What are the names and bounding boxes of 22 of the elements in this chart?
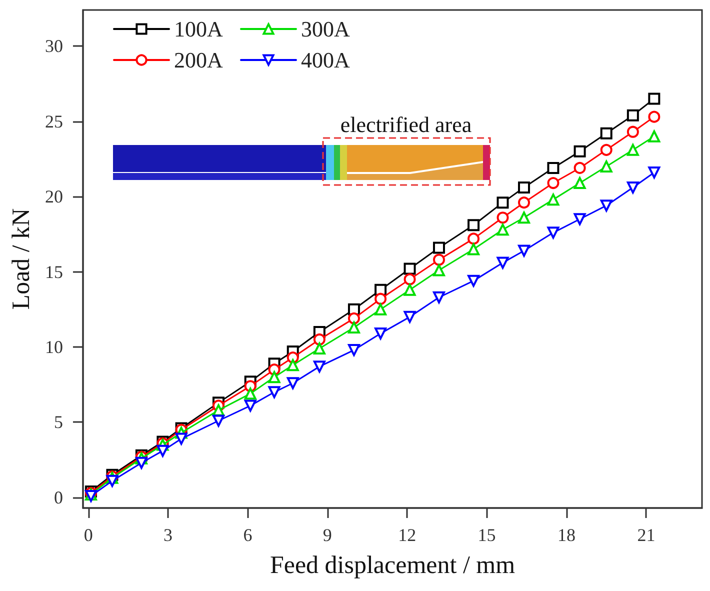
legend-label: 300A [301, 16, 350, 42]
y-tick-label: 25 [45, 111, 63, 132]
x-tick-label: 15 [478, 525, 496, 545]
y-tick-label: 30 [45, 36, 63, 56]
y-tick-label: 10 [45, 337, 63, 358]
legend-label: 400A [301, 48, 350, 72]
legend-label: 200A [174, 48, 223, 72]
y-tick-label: 20 [45, 186, 63, 207]
x-tick-label: 6 [243, 525, 252, 545]
y-axis-title: Load / kN [8, 208, 36, 310]
x-tick-label: 18 [558, 525, 576, 545]
y-tick-label: 5 [54, 412, 63, 432]
x-tick-label: 0 [84, 525, 93, 545]
y-tick-label: 0 [54, 487, 63, 508]
x-axis-title: Feed displacement / mm [270, 552, 516, 579]
x-tick-label: 21 [637, 525, 656, 545]
annotation: electrified area [340, 112, 472, 137]
x-tick-label: 3 [164, 525, 173, 545]
x-tick-label: 9 [322, 525, 332, 545]
y-tick-label: 15 [45, 262, 63, 282]
legend-label: 100A [174, 16, 223, 42]
x-tick-label: 12 [398, 525, 416, 545]
